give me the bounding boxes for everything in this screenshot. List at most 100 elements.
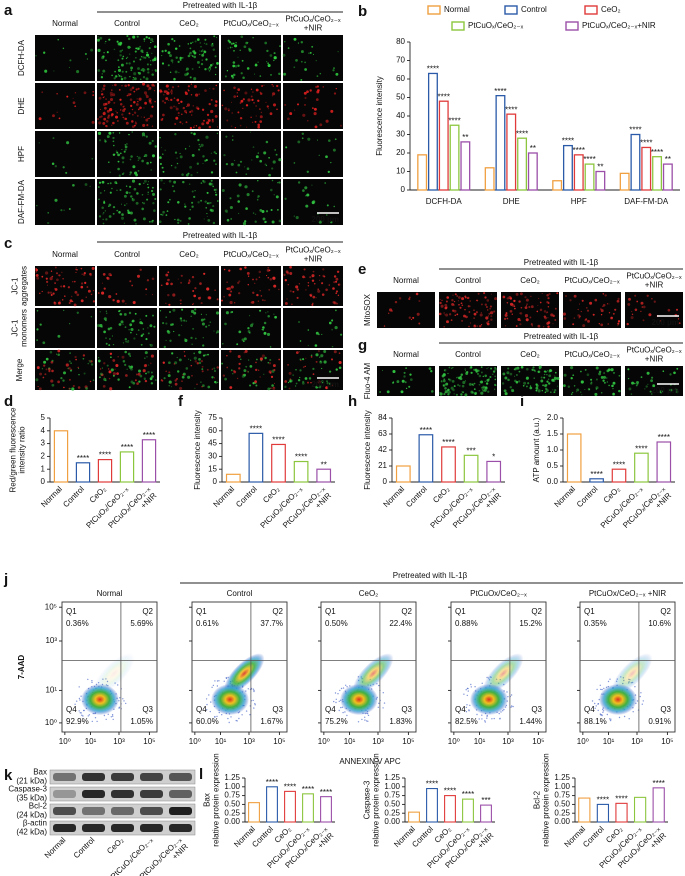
cell-signal — [446, 301, 448, 303]
bar — [596, 172, 605, 191]
cell-signal — [251, 96, 253, 98]
cell-signal — [267, 269, 270, 272]
cell-signal — [92, 91, 94, 93]
cell-signal — [527, 382, 529, 384]
cell-signal — [274, 194, 275, 195]
cell-signal — [482, 389, 484, 391]
event-dot — [213, 685, 214, 686]
cell-signal — [116, 190, 117, 191]
cell-signal — [138, 108, 140, 110]
cell-signal — [521, 366, 524, 369]
cell-signal — [152, 193, 155, 196]
x-tick-label: HPF — [571, 197, 587, 206]
cell-signal — [255, 385, 257, 387]
y-tick-label: 10³ — [45, 636, 57, 645]
cell-signal — [292, 374, 294, 376]
bar — [249, 803, 260, 822]
cell-signal — [444, 387, 447, 390]
cell-signal — [191, 365, 193, 367]
cell-signal — [608, 368, 611, 371]
y-tick-label: 0.75 — [554, 791, 570, 800]
cell-signal — [272, 92, 275, 95]
cell-signal — [188, 359, 189, 360]
cell-signal — [208, 119, 211, 122]
significance-label: **** — [583, 155, 595, 164]
cell-signal — [132, 165, 135, 168]
event-dot — [479, 718, 480, 719]
column-label: PtCuOₓ/CeO₂₋ₓ — [564, 350, 620, 359]
cell-signal — [268, 174, 271, 177]
cell-signal — [107, 116, 110, 119]
cell-signal — [179, 358, 182, 361]
cell-signal — [650, 379, 653, 382]
cell-signal — [139, 46, 141, 48]
cell-signal — [118, 74, 119, 75]
cell-signal — [526, 303, 528, 305]
cell-signal — [118, 43, 121, 46]
event-dot — [208, 694, 209, 695]
cell-signal — [544, 374, 545, 375]
bar — [418, 155, 427, 190]
cell-signal — [132, 320, 135, 323]
cell-signal — [260, 115, 263, 118]
cell-signal — [412, 317, 414, 319]
cell-signal — [268, 362, 269, 363]
density-core — [211, 684, 249, 715]
cell-signal — [138, 157, 141, 160]
cell-signal — [154, 145, 156, 147]
bar — [518, 138, 527, 190]
scale-bar-label: 200 μm — [311, 215, 339, 224]
cell-signal — [138, 370, 141, 373]
cell-signal — [454, 301, 455, 302]
cell-signal — [189, 281, 191, 283]
cell-signal — [510, 303, 513, 306]
cell-signal — [125, 338, 127, 340]
x-tick-label: PtCuOₓ/CeO₂₋ₓ+NIR — [616, 824, 668, 876]
cell-signal — [140, 375, 143, 378]
event-dot — [206, 698, 207, 699]
cell-signal — [175, 70, 178, 73]
x-tick-label: 10⁵ — [661, 737, 673, 746]
cell-signal — [139, 183, 141, 185]
event-dot — [79, 699, 80, 700]
cell-signal — [330, 162, 331, 163]
cell-signal — [447, 393, 449, 395]
cell-signal — [231, 112, 232, 113]
cell-signal — [487, 309, 488, 310]
cell-signal — [130, 195, 132, 197]
cell-signal — [334, 350, 337, 353]
micrograph — [97, 131, 157, 177]
cell-signal — [555, 308, 557, 310]
cell-signal — [256, 155, 259, 158]
cell-signal — [125, 149, 127, 151]
cell-signal — [135, 122, 137, 124]
cell-signal — [261, 329, 262, 330]
cell-signal — [177, 370, 179, 372]
bar — [657, 442, 670, 482]
cell-signal — [631, 382, 634, 385]
cell-signal — [547, 326, 549, 328]
cell-signal — [211, 153, 212, 154]
y-tick-label: 0.75 — [224, 791, 240, 800]
cell-signal — [258, 152, 259, 153]
cell-signal — [322, 268, 324, 270]
bar — [597, 804, 608, 822]
significance-label: **** — [302, 785, 314, 794]
cell-signal — [209, 103, 211, 105]
cell-signal — [231, 43, 233, 45]
micrograph — [159, 35, 219, 81]
cell-signal — [287, 272, 290, 275]
cell-signal — [124, 223, 125, 224]
cell-signal — [152, 126, 153, 127]
event-dot — [468, 690, 469, 691]
cell-signal — [117, 120, 118, 121]
event-dot — [378, 707, 379, 708]
quadrant-name: Q4 — [325, 705, 336, 714]
y-tick-label: 30 — [208, 452, 217, 461]
cell-signal — [214, 377, 215, 378]
cell-signal — [112, 137, 114, 139]
cell-signal — [267, 277, 269, 279]
cell-signal — [294, 109, 295, 110]
cell-signal — [589, 389, 590, 390]
cell-signal — [41, 276, 43, 278]
